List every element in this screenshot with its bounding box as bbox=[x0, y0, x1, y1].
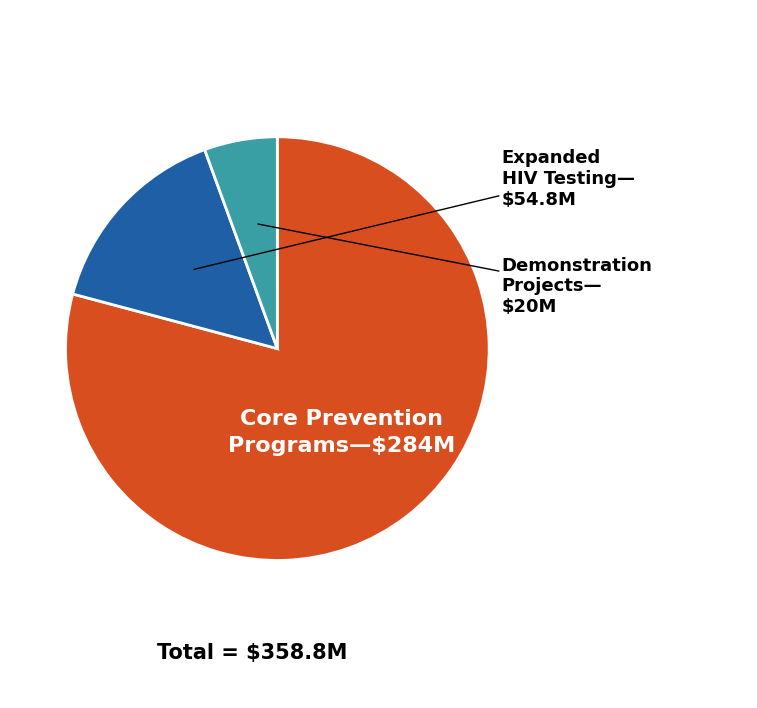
Wedge shape bbox=[204, 137, 277, 348]
Text: Expanded
HIV Testing—
$54.8M: Expanded HIV Testing— $54.8M bbox=[194, 149, 634, 269]
Text: Demonstration
Projects—
$20M: Demonstration Projects— $20M bbox=[258, 224, 653, 316]
Text: Core Prevention
Programs—$284M: Core Prevention Programs—$284M bbox=[228, 409, 456, 456]
Wedge shape bbox=[73, 149, 277, 348]
Wedge shape bbox=[66, 137, 489, 561]
Text: Total = $358.8M: Total = $358.8M bbox=[157, 643, 347, 663]
